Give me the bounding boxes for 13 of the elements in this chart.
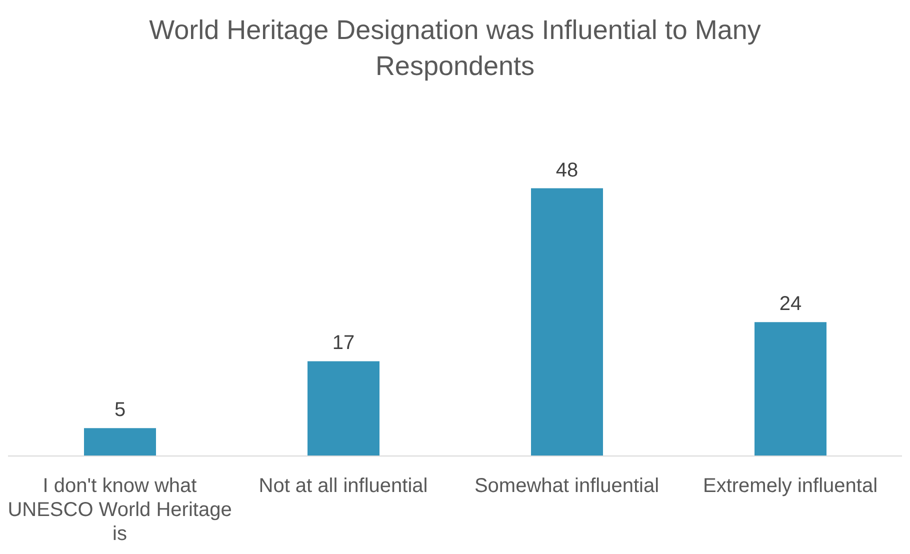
bar: [84, 428, 156, 456]
data-label: 24: [779, 293, 802, 316]
x-tick-label: Not at all influential: [258, 475, 428, 497]
data-label: 17: [332, 332, 355, 354]
chart-title: World Heritage Designation was Influential to Many Respondents: [148, 14, 762, 83]
data-label: 48: [556, 159, 578, 182]
x-tick-label: I don't know what UNESCO World Heritage is: [8, 475, 232, 545]
data-label: 5: [114, 399, 126, 422]
bar: [308, 361, 380, 456]
bar: [531, 188, 603, 456]
bar: [754, 322, 826, 456]
x-tick-label: Somewhat influential: [474, 475, 660, 497]
x-tick-label: Extremely influental: [702, 475, 878, 497]
